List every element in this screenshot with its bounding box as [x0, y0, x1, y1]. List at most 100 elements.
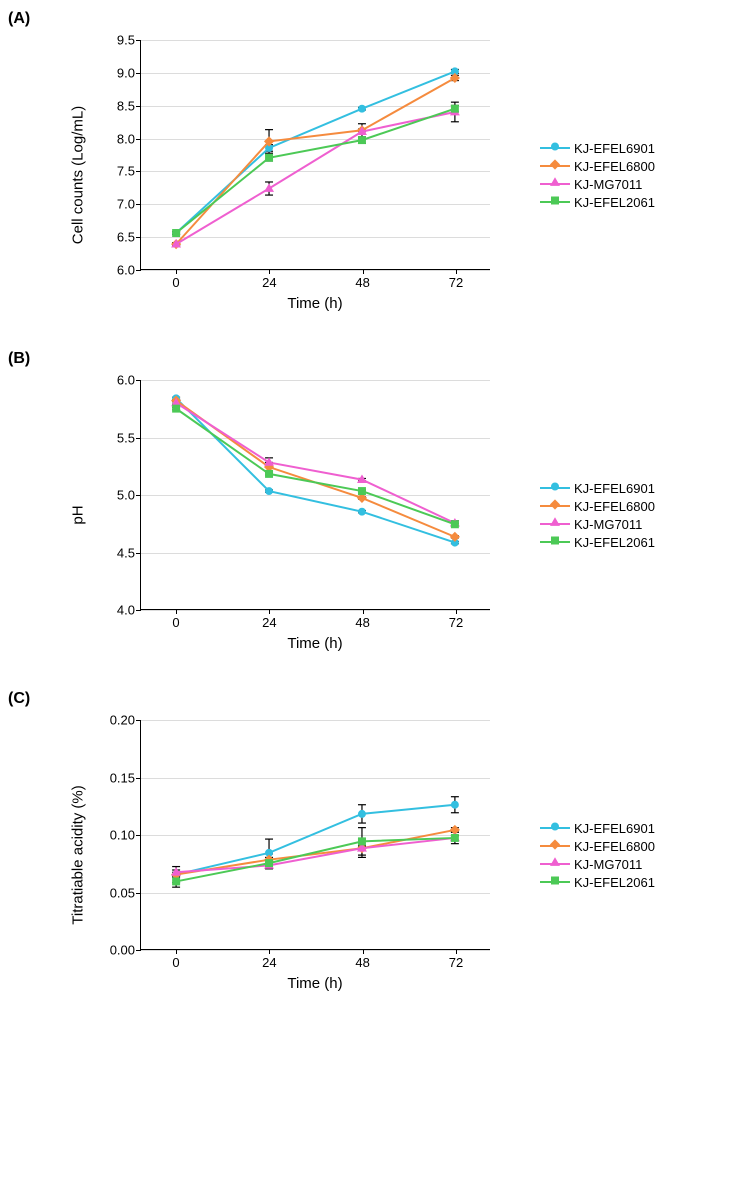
panels-container: (A) Cell counts (Log/mL) 6.06.57.07.58.0…	[0, 10, 742, 1000]
plot-svg	[141, 720, 490, 949]
gridline	[141, 610, 490, 611]
legend-item: KJ-EFEL2061	[540, 535, 655, 550]
y-tick-label: 8.5	[117, 98, 141, 113]
chart-wrap: Cell counts (Log/mL) 6.06.57.07.58.08.59…	[60, 30, 520, 320]
x-axis-title: Time (h)	[287, 635, 342, 652]
x-tick-label: 24	[262, 949, 276, 970]
y-tick-label: 5.5	[117, 430, 141, 445]
legend-item: KJ-EFEL6800	[540, 159, 655, 174]
legend-marker-icon	[548, 140, 562, 157]
legend-marker-icon	[548, 480, 562, 497]
legend-swatch	[540, 141, 570, 155]
chart-panel: (C) Titratiable acidity (%) 0.000.050.10…	[0, 690, 742, 1000]
chart-panel: (A) Cell counts (Log/mL) 6.06.57.07.58.0…	[0, 10, 742, 320]
y-axis-title: Titratiable acidity (%)	[70, 785, 87, 924]
x-tick-label: 0	[172, 269, 179, 290]
y-axis-title: Cell counts (Log/mL)	[70, 106, 87, 244]
chart-wrap: pH 4.04.55.05.56.0 0244872 Time (h)	[60, 370, 520, 660]
legend-swatch	[540, 535, 570, 549]
legend-label: KJ-EFEL2061	[574, 195, 655, 210]
y-tick-label: 7.5	[117, 164, 141, 179]
x-tick-label: 0	[172, 609, 179, 630]
legend-label: KJ-EFEL2061	[574, 875, 655, 890]
chart-wrap: Titratiable acidity (%) 0.000.050.100.15…	[60, 710, 520, 1000]
y-axis-title: pH	[70, 505, 87, 524]
y-tick-label: 0.20	[110, 713, 141, 728]
x-tick-label: 48	[355, 269, 369, 290]
gridline	[141, 950, 490, 951]
legend-label: KJ-MG7011	[574, 517, 642, 532]
legend-label: KJ-EFEL6800	[574, 839, 655, 854]
plot-svg	[141, 380, 490, 609]
legend-label: KJ-EFEL6901	[574, 481, 655, 496]
legend-swatch	[540, 821, 570, 835]
y-tick-label: 5.0	[117, 488, 141, 503]
y-tick-label: 0.10	[110, 828, 141, 843]
legend-item: KJ-EFEL6901	[540, 141, 655, 156]
legend-marker-icon	[548, 534, 562, 551]
x-tick-label: 72	[449, 269, 463, 290]
chart-row: Cell counts (Log/mL) 6.06.57.07.58.08.59…	[0, 10, 742, 320]
legend: KJ-EFEL6901 KJ-EFEL6800 KJ-MG7011	[540, 478, 655, 553]
legend-swatch	[540, 159, 570, 173]
legend-marker-icon	[548, 838, 562, 855]
y-tick-label: 7.0	[117, 197, 141, 212]
y-tick-label: 6.0	[117, 373, 141, 388]
y-tick-label: 6.5	[117, 230, 141, 245]
y-tick-label: 9.5	[117, 33, 141, 48]
x-tick-label: 72	[449, 949, 463, 970]
y-tick-label: 0.05	[110, 885, 141, 900]
legend-item: KJ-EFEL2061	[540, 875, 655, 890]
x-tick-label: 72	[449, 609, 463, 630]
x-tick-label: 48	[355, 949, 369, 970]
legend-label: KJ-EFEL6800	[574, 159, 655, 174]
legend-swatch	[540, 839, 570, 853]
x-tick-label: 48	[355, 609, 369, 630]
y-tick-label: 9.0	[117, 65, 141, 80]
y-tick-label: 0.00	[110, 943, 141, 958]
legend-label: KJ-MG7011	[574, 177, 642, 192]
legend-marker-icon	[548, 856, 562, 873]
y-tick-label: 4.0	[117, 603, 141, 618]
legend-label: KJ-EFEL6800	[574, 499, 655, 514]
legend-swatch	[540, 481, 570, 495]
chart-row: Titratiable acidity (%) 0.000.050.100.15…	[0, 690, 742, 1000]
legend-item: KJ-MG7011	[540, 857, 655, 872]
x-tick-label: 24	[262, 269, 276, 290]
plot-area: 4.04.55.05.56.0 0244872	[140, 380, 490, 610]
legend-item: KJ-EFEL6800	[540, 839, 655, 854]
legend: KJ-EFEL6901 KJ-EFEL6800 KJ-MG7011	[540, 818, 655, 893]
legend-swatch	[540, 177, 570, 191]
legend-item: KJ-EFEL6901	[540, 481, 655, 496]
plot-area: 0.000.050.100.150.20 0244872	[140, 720, 490, 950]
gridline	[141, 270, 490, 271]
y-tick-label: 8.0	[117, 131, 141, 146]
x-axis-title: Time (h)	[287, 975, 342, 992]
legend-swatch	[540, 195, 570, 209]
figure-page: (A) Cell counts (Log/mL) 6.06.57.07.58.0…	[0, 0, 742, 1050]
y-tick-label: 0.15	[110, 770, 141, 785]
x-tick-label: 24	[262, 609, 276, 630]
legend-marker-icon	[548, 498, 562, 515]
legend-marker-icon	[548, 176, 562, 193]
legend-swatch	[540, 875, 570, 889]
y-tick-label: 6.0	[117, 263, 141, 278]
legend-marker-icon	[548, 516, 562, 533]
legend-marker-icon	[548, 194, 562, 211]
legend-swatch	[540, 499, 570, 513]
legend-label: KJ-EFEL6901	[574, 821, 655, 836]
legend: KJ-EFEL6901 KJ-EFEL6800 KJ-MG7011	[540, 138, 655, 213]
x-tick-label: 0	[172, 949, 179, 970]
legend-item: KJ-MG7011	[540, 517, 655, 532]
legend-item: KJ-EFEL6901	[540, 821, 655, 836]
legend-swatch	[540, 517, 570, 531]
legend-swatch	[540, 857, 570, 871]
chart-panel: (B) pH 4.04.55.05.56.0 0244872 Time (h) …	[0, 350, 742, 660]
plot-svg	[141, 40, 490, 269]
panel-letter: (B)	[8, 350, 30, 368]
legend-marker-icon	[548, 874, 562, 891]
legend-marker-icon	[548, 158, 562, 175]
plot-area: 6.06.57.07.58.08.59.09.5 0244872	[140, 40, 490, 270]
panel-letter: (C)	[8, 690, 30, 708]
chart-row: pH 4.04.55.05.56.0 0244872 Time (h) KJ-E…	[0, 350, 742, 660]
